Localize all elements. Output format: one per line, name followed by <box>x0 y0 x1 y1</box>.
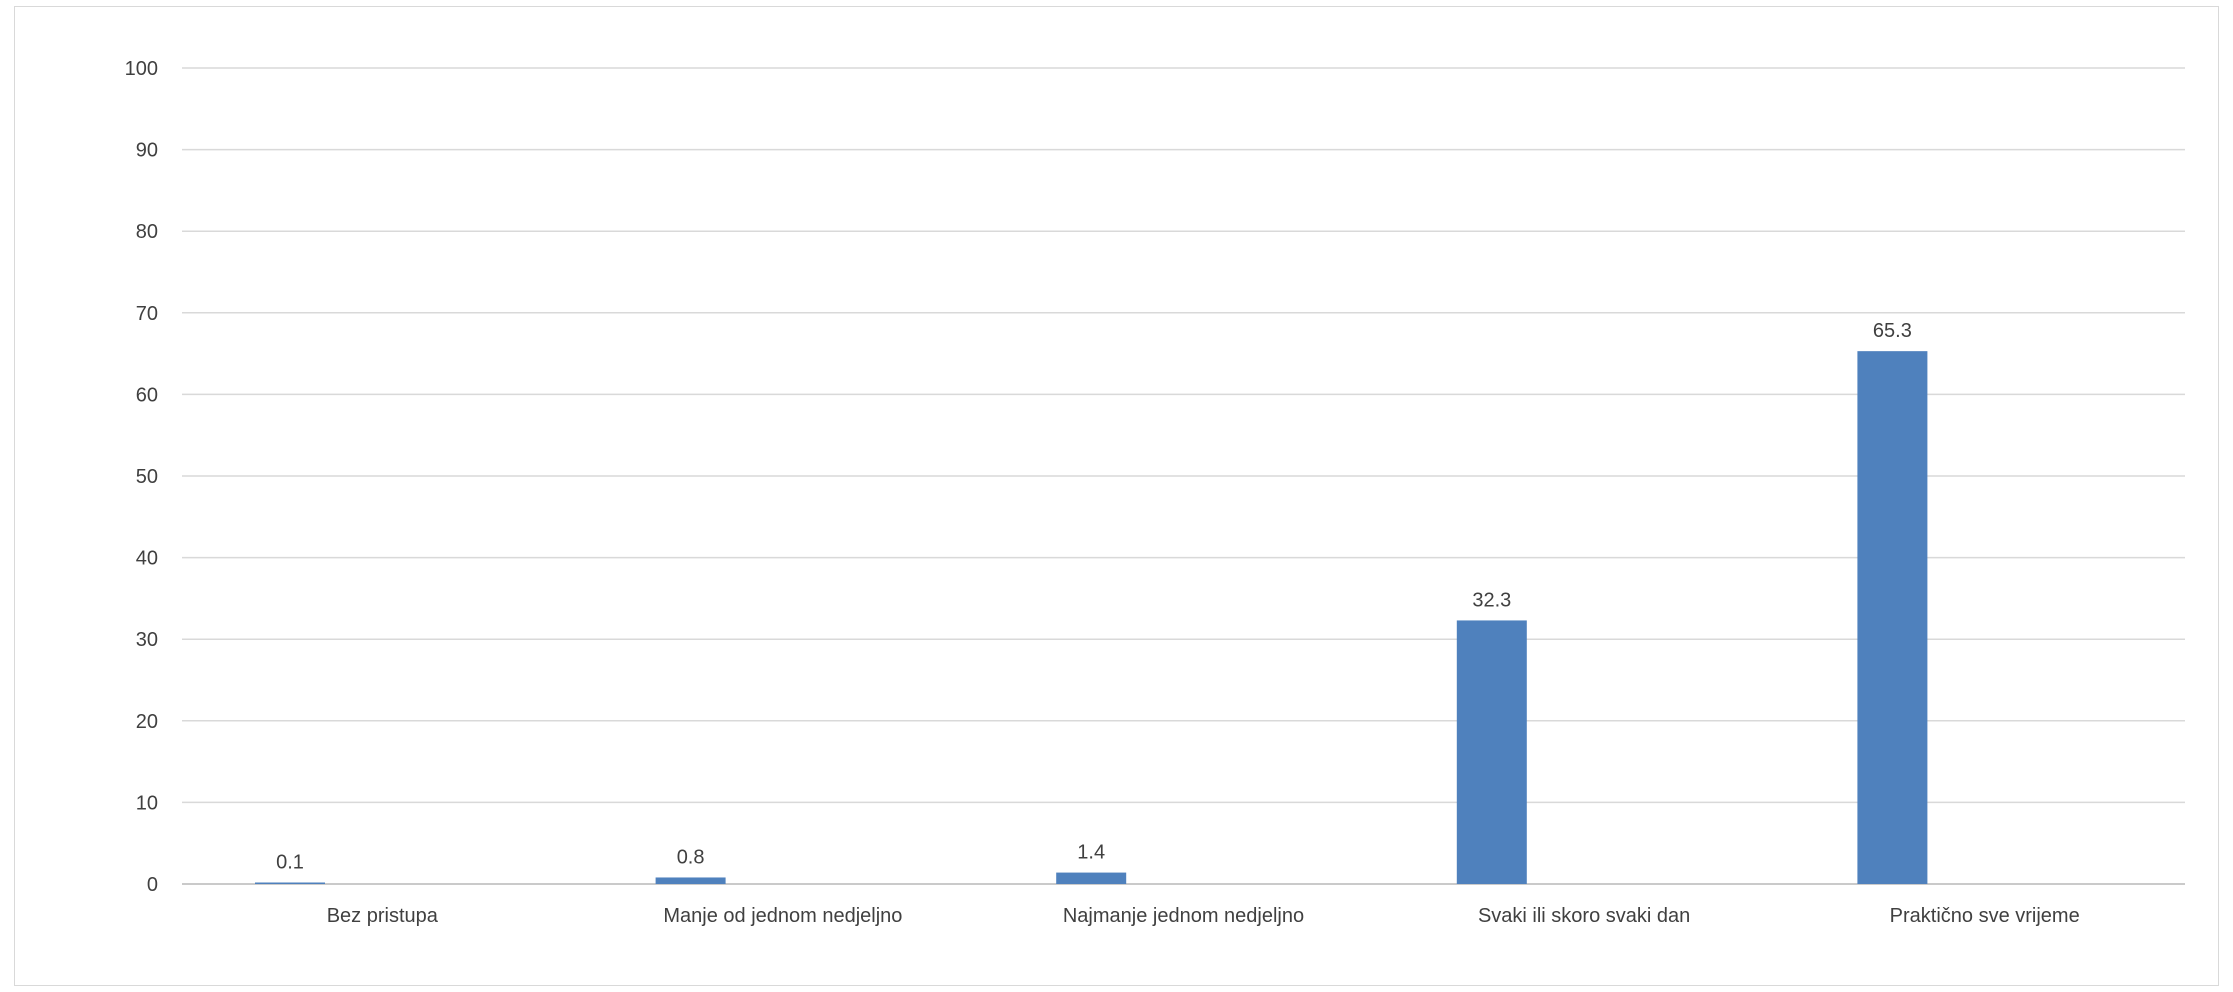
x-category-label: Svaki ili skoro svaki dan <box>1478 905 1690 927</box>
gridlines <box>182 67 2185 885</box>
chart-frame <box>14 6 2219 986</box>
y-tick-label: 0 <box>147 874 158 896</box>
data-label: 65.3 <box>1873 320 1912 342</box>
y-tick-label: 90 <box>136 140 158 162</box>
bar-1 <box>255 882 325 884</box>
data-label: 0.8 <box>677 846 705 868</box>
y-tick-label: 80 <box>136 221 158 243</box>
x-category-label: Manje od jednom nedjeljno <box>663 905 902 927</box>
y-tick-label: 60 <box>136 384 158 406</box>
x-axis-category-labels: Bez pristupa Manje od jednom nedjeljno Naj… <box>327 905 2080 927</box>
data-label: 0.1 <box>276 852 304 874</box>
x-category-label: Bez pristupa <box>327 905 439 927</box>
y-tick-label: 30 <box>136 629 158 651</box>
bar-4 <box>1456 620 1527 884</box>
x-category-label: Praktično sve vrijeme <box>1890 905 2080 927</box>
data-label: 32.3 <box>1472 589 1511 611</box>
y-tick-label: 10 <box>136 792 158 814</box>
y-tick-label: 70 <box>136 303 158 325</box>
y-tick-label: 40 <box>136 548 158 570</box>
data-labels: 0.1 0.8 1.4 32.3 65.3 <box>276 320 1912 873</box>
bar-3 <box>1056 872 1127 884</box>
y-tick-label: 100 <box>125 58 158 80</box>
data-label: 1.4 <box>1077 842 1105 864</box>
y-tick-label: 20 <box>136 711 158 733</box>
y-axis-tick-labels: 0 10 20 30 40 50 60 70 80 90 100 <box>125 58 158 896</box>
bar-5 <box>1857 351 1928 885</box>
bar-2 <box>655 877 726 884</box>
x-category-label: Najmanje jednom nedjeljno <box>1063 905 1304 927</box>
y-tick-label: 50 <box>136 466 158 488</box>
bars <box>255 351 1928 885</box>
